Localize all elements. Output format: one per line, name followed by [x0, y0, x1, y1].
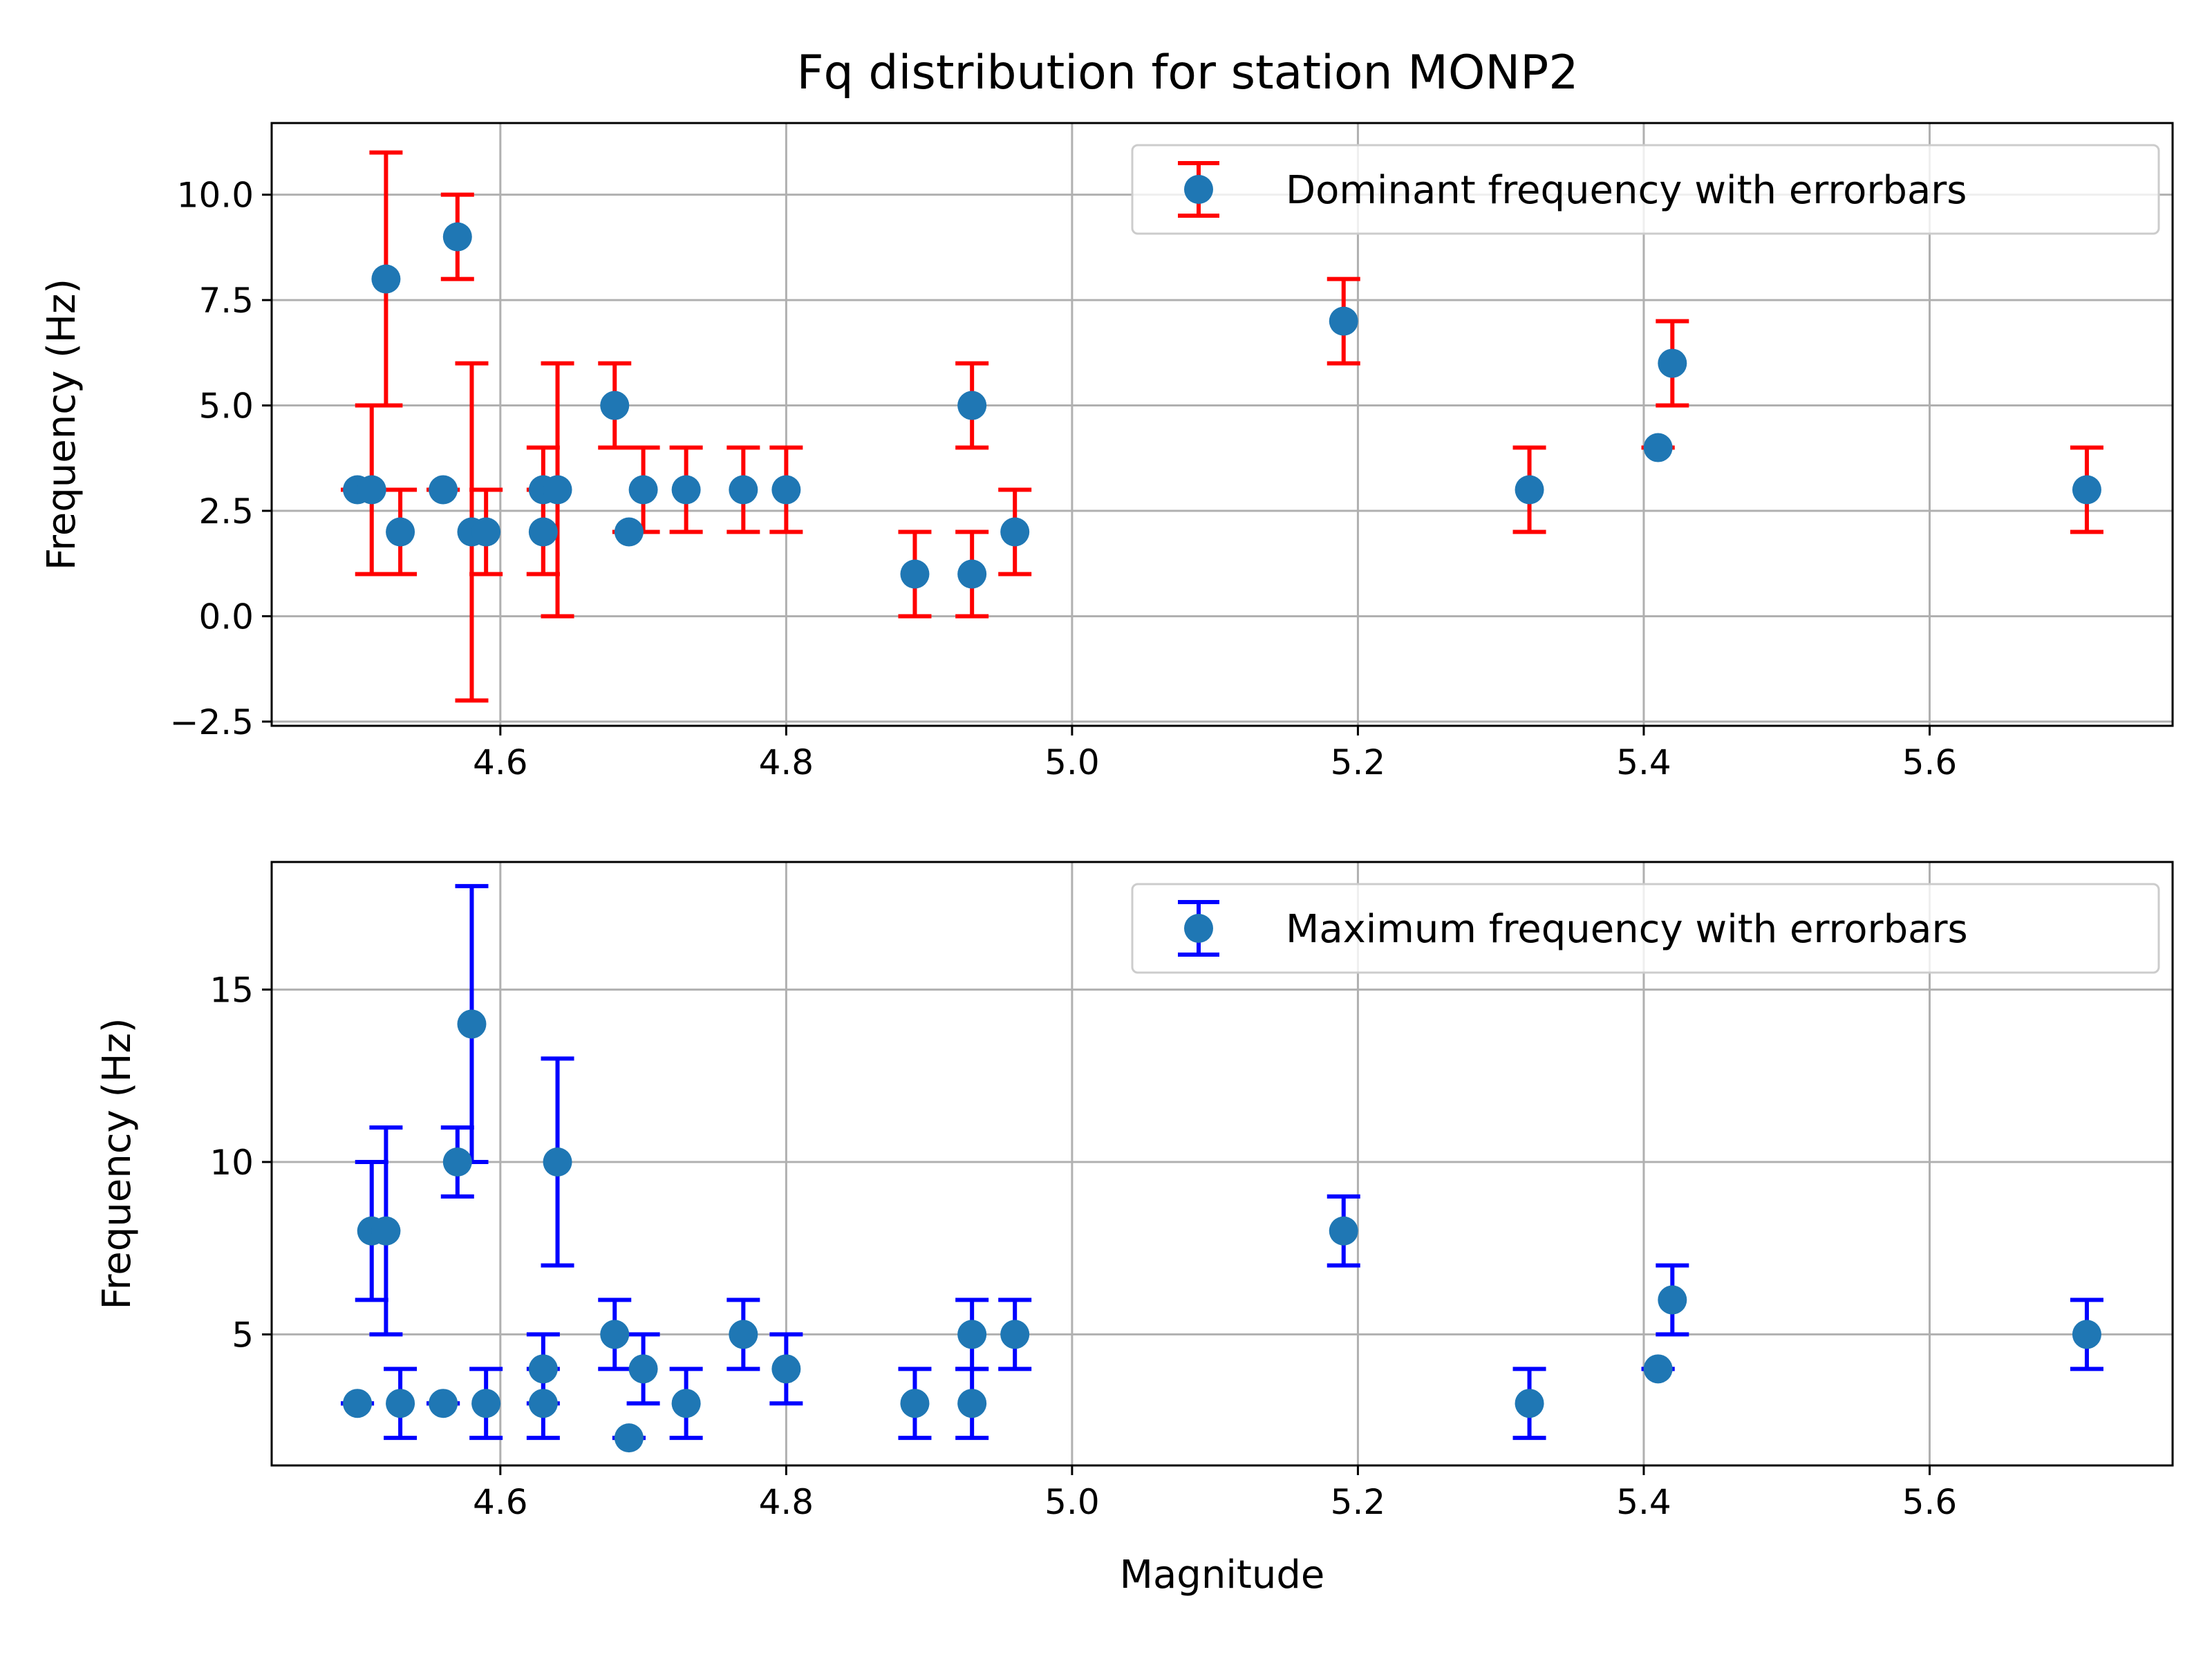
data-point [628, 475, 658, 505]
legend-marker [1184, 175, 1213, 204]
data-point [543, 1147, 572, 1177]
data-point [771, 475, 801, 505]
legend-marker [1184, 914, 1213, 943]
x-tick-label: 4.6 [473, 742, 528, 782]
data-point [528, 517, 558, 547]
data-point [457, 1009, 487, 1039]
data-point [371, 264, 401, 294]
x-tick-label: 5.6 [1902, 1482, 1958, 1522]
axes-frame [270, 122, 2174, 727]
data-point [1515, 1389, 1544, 1418]
data-point [957, 559, 987, 589]
legend-label: Maximum frequency with errorbars [1286, 907, 1968, 952]
y-tick-label: 5.0 [198, 386, 254, 427]
figure-title: Fq distribution for station MONP2 [796, 46, 1578, 100]
data-point [1329, 306, 1358, 336]
data-point [614, 517, 644, 547]
data-point [357, 475, 386, 505]
data-point [671, 1389, 701, 1418]
x-tick-label: 4.8 [759, 742, 814, 782]
data-point [729, 475, 758, 505]
data-point [1658, 348, 1687, 378]
y-axis-label: Frequency (Hz) [39, 279, 84, 570]
x-axis-label: Magnitude [1120, 1553, 1325, 1597]
data-point [2072, 475, 2101, 505]
data-point [429, 1389, 458, 1418]
data-point [371, 1216, 401, 1246]
data-point [1643, 1354, 1673, 1384]
data-point [1515, 475, 1544, 505]
data-point [614, 1423, 644, 1453]
x-tick-label: 4.8 [759, 1482, 814, 1522]
data-point [957, 1320, 987, 1349]
data-point [471, 1389, 501, 1418]
data-point [600, 1320, 630, 1349]
data-point [900, 559, 930, 589]
x-tick-label: 5.0 [1044, 742, 1100, 782]
data-point [429, 475, 458, 505]
data-point [543, 475, 572, 505]
data-point [386, 517, 415, 547]
data-point [442, 222, 472, 252]
data-point [386, 1389, 415, 1418]
data-point [1658, 1285, 1687, 1315]
legend: Maximum frequency with errorbars [1131, 883, 2160, 974]
x-tick-label: 5.2 [1331, 742, 1386, 782]
y-tick-label: −2.5 [170, 702, 254, 742]
data-point [1329, 1216, 1358, 1246]
y-tick-label: 2.5 [198, 491, 254, 532]
axes-frame [270, 861, 2174, 1467]
data-point [471, 517, 501, 547]
y-tick-label: 7.5 [198, 281, 254, 321]
y-tick-label: 0.0 [198, 597, 254, 637]
data-point [343, 1389, 373, 1418]
x-tick-label: 5.2 [1331, 1482, 1386, 1522]
data-point [442, 1147, 472, 1177]
x-tick-label: 5.4 [1616, 742, 1671, 782]
errorbar [526, 445, 560, 577]
x-tick-label: 5.0 [1044, 1482, 1100, 1522]
y-tick-label: 15 [209, 971, 254, 1011]
data-point [528, 1389, 558, 1418]
y-tick-label: 10 [209, 1143, 254, 1183]
data-point [957, 391, 987, 420]
data-point [900, 1389, 930, 1418]
x-tick-label: 4.6 [473, 1482, 528, 1522]
legend-box [1131, 144, 2160, 235]
data-point [1643, 433, 1673, 462]
y-tick-label: 5 [232, 1315, 254, 1355]
x-tick-label: 5.4 [1616, 1482, 1671, 1522]
data-point [628, 1354, 658, 1384]
legend-label: Dominant frequency with errorbars [1286, 168, 1967, 213]
legend: Dominant frequency with errorbars [1131, 144, 2160, 235]
data-point [528, 1354, 558, 1384]
top-panel-dominant-frequency: 4.6 4.8 5.0 5.2 5.4 5.6 −2.5 0.0 2.5 5.0 7.5 10.0 Fr… [39, 122, 2174, 782]
bottom-panel-maximum-frequency: 4.6 4.8 5.0 5.2 5.4 5.6 5 10 15 Frequency (Hz) Mag… [95, 861, 2174, 1597]
x-tick-label: 5.6 [1902, 742, 1958, 782]
data-point [729, 1320, 758, 1349]
data-point [671, 475, 701, 505]
data-point [600, 391, 630, 420]
data-point [957, 1389, 987, 1418]
y-tick-label: 10.0 [177, 176, 254, 216]
data-point [1000, 517, 1030, 547]
y-axis-label: Frequency (Hz) [95, 1018, 140, 1309]
data-point [2072, 1320, 2101, 1349]
data-point [771, 1354, 801, 1384]
legend-box [1131, 883, 2160, 974]
data-point [1000, 1320, 1030, 1349]
